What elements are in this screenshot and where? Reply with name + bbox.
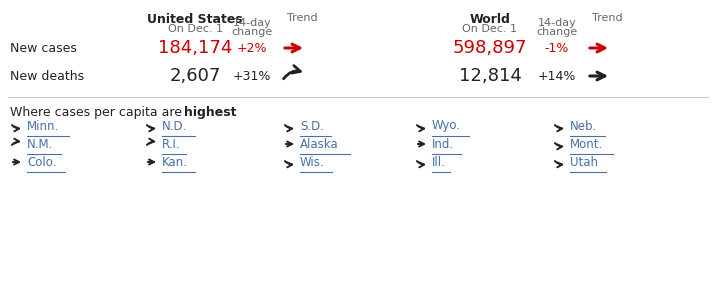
Text: N.D.: N.D.: [162, 119, 188, 132]
Text: Utah: Utah: [570, 155, 598, 168]
Text: On Dec. 1: On Dec. 1: [463, 24, 518, 34]
Text: Wyo.: Wyo.: [432, 119, 461, 132]
Text: Ind.: Ind.: [432, 138, 454, 151]
Text: -1%: -1%: [545, 42, 569, 55]
Text: 598,897: 598,897: [453, 39, 527, 57]
Text: Colo.: Colo.: [27, 155, 57, 168]
Text: Kan.: Kan.: [162, 155, 188, 168]
Text: change: change: [231, 27, 273, 37]
Text: Trend: Trend: [591, 13, 622, 23]
Text: New cases: New cases: [10, 42, 77, 55]
Text: Where cases per capita are: Where cases per capita are: [10, 106, 186, 119]
Text: +14%: +14%: [538, 69, 576, 82]
Text: +31%: +31%: [233, 69, 271, 82]
Text: highest: highest: [184, 106, 236, 119]
Text: On Dec. 1: On Dec. 1: [168, 24, 223, 34]
Text: New deaths: New deaths: [10, 69, 84, 82]
Text: Mont.: Mont.: [570, 138, 604, 151]
Text: 184,174: 184,174: [158, 39, 232, 57]
Text: United States: United States: [147, 13, 243, 26]
Text: 14-day: 14-day: [538, 18, 576, 28]
Text: S.D.: S.D.: [300, 119, 324, 132]
Text: World: World: [470, 13, 511, 26]
Text: 2,607: 2,607: [169, 67, 221, 85]
Text: 12,814: 12,814: [458, 67, 521, 85]
Text: R.I.: R.I.: [162, 138, 180, 151]
Text: Neb.: Neb.: [570, 119, 597, 132]
Text: change: change: [536, 27, 578, 37]
Text: Ill.: Ill.: [432, 155, 446, 168]
Text: N.M.: N.M.: [27, 138, 54, 151]
Text: Wis.: Wis.: [300, 155, 324, 168]
Text: Trend: Trend: [286, 13, 317, 23]
Text: Alaska: Alaska: [300, 138, 339, 151]
Text: 14-day: 14-day: [233, 18, 271, 28]
Text: Minn.: Minn.: [27, 119, 59, 132]
Text: +2%: +2%: [237, 42, 267, 55]
